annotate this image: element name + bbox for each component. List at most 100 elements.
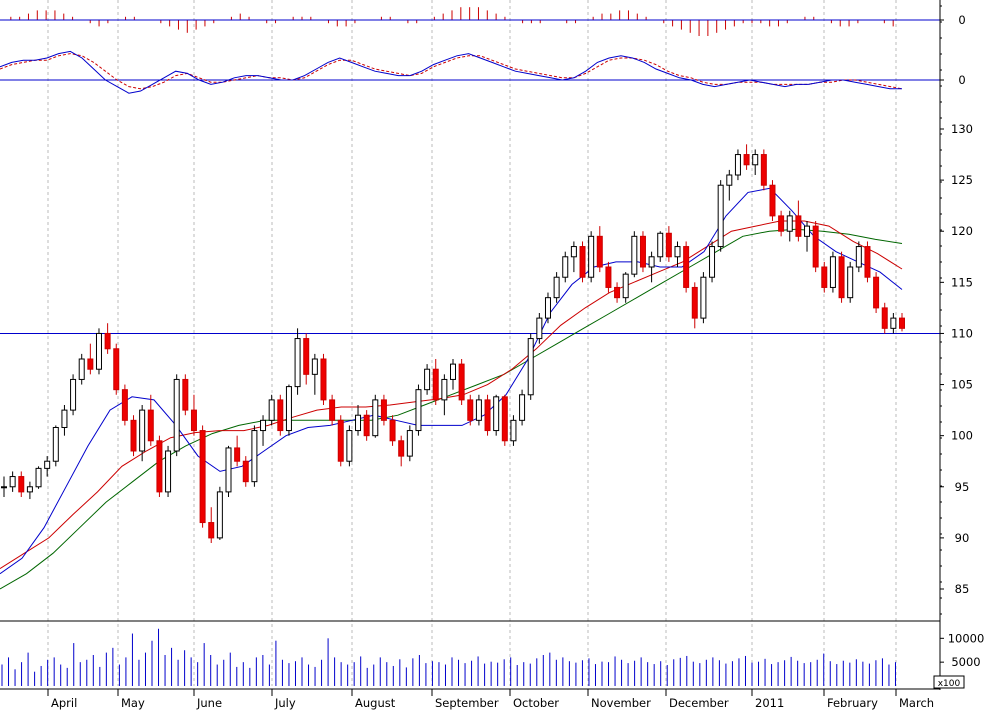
candle-body bbox=[562, 256, 569, 278]
candle-body bbox=[337, 419, 344, 462]
candlestick bbox=[398, 435, 405, 467]
candle-body bbox=[458, 363, 465, 401]
candlestick bbox=[683, 241, 690, 293]
candlestick bbox=[113, 343, 120, 395]
candle-body bbox=[769, 184, 776, 217]
candlestick bbox=[415, 384, 422, 436]
month-label: September bbox=[435, 696, 499, 710]
price-panel bbox=[0, 144, 940, 590]
candlestick bbox=[355, 405, 362, 436]
candle-body bbox=[18, 476, 25, 493]
candle-body bbox=[691, 286, 698, 319]
candlestick bbox=[484, 394, 491, 436]
candle-body bbox=[182, 378, 189, 411]
candlestick bbox=[277, 394, 284, 436]
candlestick bbox=[104, 323, 111, 354]
candle-body bbox=[9, 476, 16, 488]
candle-body bbox=[424, 368, 431, 391]
candle-body bbox=[441, 378, 448, 401]
candle-body bbox=[363, 414, 370, 437]
candle-body bbox=[639, 235, 646, 268]
candle-body bbox=[579, 246, 586, 278]
candlestick bbox=[657, 231, 664, 262]
candle-body bbox=[501, 396, 508, 442]
candlestick bbox=[458, 359, 465, 405]
candlestick bbox=[121, 384, 128, 426]
volume-tick-label: 5000 bbox=[951, 655, 980, 669]
candle-body bbox=[242, 460, 249, 483]
candlestick bbox=[251, 425, 258, 487]
candlestick bbox=[26, 481, 33, 500]
candle-body bbox=[389, 419, 396, 442]
price-tick-label: 130 bbox=[951, 122, 973, 136]
moving-average-long bbox=[0, 228, 903, 590]
candlestick bbox=[700, 272, 707, 324]
candle-body bbox=[614, 286, 621, 299]
candlestick bbox=[35, 466, 42, 489]
candle-body bbox=[855, 246, 862, 268]
candle-body bbox=[890, 317, 897, 329]
candle-body bbox=[786, 215, 793, 232]
candle-body bbox=[899, 317, 905, 329]
candle-body bbox=[864, 246, 871, 278]
candle-body bbox=[406, 430, 413, 457]
candle-body bbox=[683, 246, 690, 288]
candlestick bbox=[847, 261, 854, 303]
candle-body bbox=[484, 399, 491, 432]
candle-body bbox=[717, 184, 724, 248]
candlestick bbox=[389, 415, 396, 446]
candle-body bbox=[35, 467, 42, 488]
candlestick bbox=[268, 394, 275, 426]
candle-body bbox=[726, 174, 733, 186]
candlestick bbox=[734, 149, 741, 181]
candlestick bbox=[510, 415, 517, 446]
candle-body bbox=[208, 522, 215, 539]
moving-average-short bbox=[0, 187, 903, 575]
candle-body bbox=[87, 358, 94, 370]
candle-body bbox=[778, 215, 785, 232]
candle-body bbox=[78, 358, 85, 380]
candle-body bbox=[303, 338, 310, 375]
candlestick bbox=[208, 507, 215, 543]
x-axis-month-labels: April May June July August September October No… bbox=[47, 689, 934, 710]
candlestick bbox=[234, 435, 241, 467]
candlestick bbox=[70, 374, 77, 416]
candlestick bbox=[147, 394, 154, 446]
candlestick bbox=[726, 169, 733, 201]
candlestick bbox=[881, 302, 888, 334]
month-label: March bbox=[899, 696, 934, 710]
candlestick bbox=[493, 394, 500, 436]
candlestick bbox=[87, 343, 94, 375]
candlestick bbox=[760, 149, 767, 191]
month-label: July bbox=[274, 696, 296, 710]
candlestick bbox=[778, 210, 785, 237]
candle-body bbox=[44, 460, 51, 469]
candle-body bbox=[415, 389, 422, 432]
vertical-gridlines bbox=[47, 0, 897, 686]
candlestick bbox=[44, 456, 51, 477]
candlestick bbox=[432, 359, 439, 405]
candlestick bbox=[173, 374, 180, 457]
candle-body bbox=[121, 389, 128, 421]
candlestick bbox=[475, 394, 482, 426]
candlestick bbox=[639, 231, 646, 273]
candle-body bbox=[475, 399, 482, 421]
candle-body bbox=[493, 396, 500, 432]
candle-body bbox=[519, 394, 526, 421]
candle-body bbox=[700, 276, 707, 319]
candlestick bbox=[1, 476, 7, 497]
candlestick bbox=[752, 149, 759, 175]
candle-body bbox=[648, 256, 655, 268]
candlestick bbox=[596, 226, 603, 273]
candlestick bbox=[674, 241, 681, 267]
candlestick bbox=[838, 251, 845, 303]
candlestick bbox=[190, 394, 197, 436]
candlestick bbox=[216, 486, 223, 540]
volume-unit-label: x100 bbox=[938, 679, 961, 689]
candle-body bbox=[570, 246, 577, 258]
candlestick bbox=[363, 410, 370, 441]
candlestick bbox=[743, 144, 750, 170]
candlestick bbox=[812, 221, 819, 273]
candle-body bbox=[346, 430, 353, 462]
candle-body bbox=[450, 363, 456, 380]
